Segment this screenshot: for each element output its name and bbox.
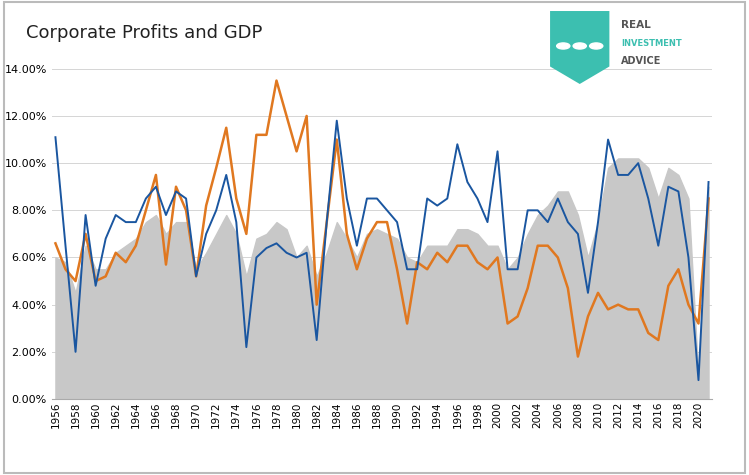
Text: REAL: REAL (621, 19, 651, 30)
Text: Corporate Profits and GDP: Corporate Profits and GDP (26, 24, 263, 42)
Circle shape (589, 43, 603, 49)
Text: INVESTMENT: INVESTMENT (621, 39, 682, 48)
Polygon shape (550, 11, 610, 84)
Circle shape (557, 43, 570, 49)
Text: ADVICE: ADVICE (621, 56, 661, 66)
Circle shape (573, 43, 586, 49)
